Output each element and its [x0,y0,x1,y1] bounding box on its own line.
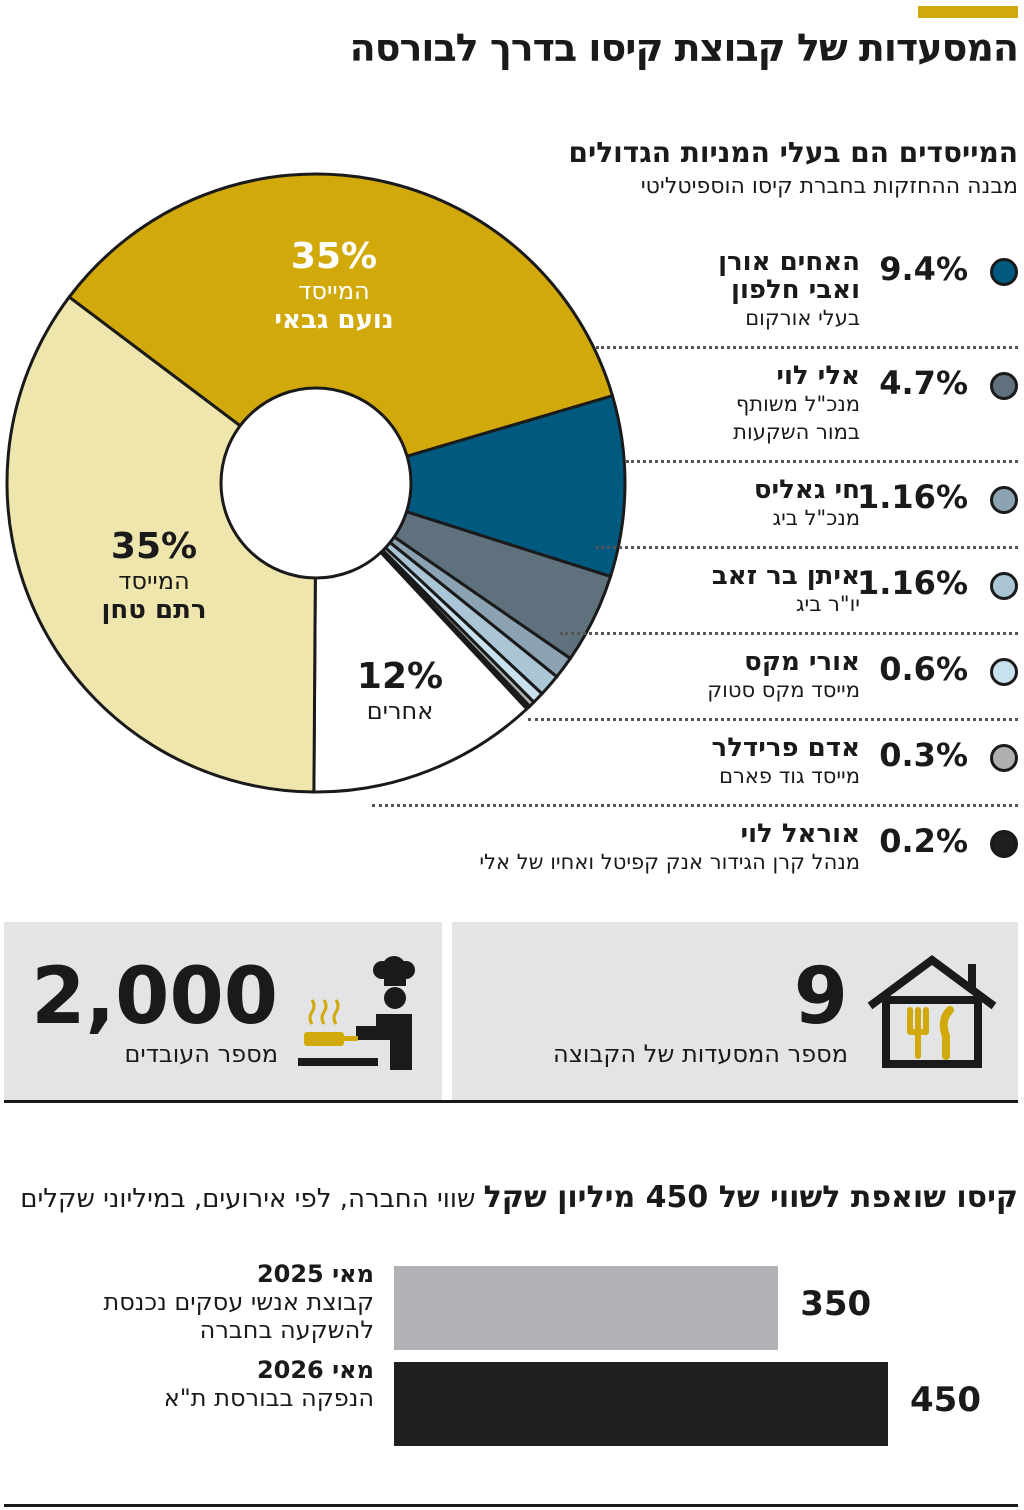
bar [394,1266,779,1350]
legend-item: 0.6% אורי מקס מייסד מקס סטוק [707,648,1018,734]
page-title: המסעדות של קבוצת קיסו בדרך לבורסה [349,26,1019,70]
legend-separator [560,632,1018,635]
legend-percent: 1.16% [856,478,968,516]
legend-role: מנכ"ל משותף במור השקעות [733,392,860,444]
legend-role: מנהל קרן הגידור אנק קפיטל ואחיו של אלי [479,850,860,874]
legend-item: 1.16% חי גאליס מנכ"ל ביג [754,476,1018,562]
legend-percent: 9.4% [879,250,968,288]
ownership-pie-chart [5,172,627,794]
ownership-subtitle: מבנה ההחזקות בחברת קיסו הוספיטליטי [640,174,1018,199]
pie-label-noam: 35% המייסד נועם גבאי [274,236,394,335]
bar-desc: הנפקה בבורסת ת"א [163,1384,374,1412]
bar-category: מאי 2026 הנפקה בבורסת ת"א [14,1356,374,1412]
legend-swatch-icon [990,572,1018,600]
legend-item: 9.4% האחים אורן ואבי חלפון בעלי אורקום [690,248,1018,334]
legend-role: יו"ר ביג [795,592,860,616]
legend-separator [372,804,1018,807]
accent-bar [918,6,1018,18]
legend-name: איתן בר זאב [711,561,860,591]
legend-percent: 1.16% [856,564,968,602]
legend-name: אלי לוי [776,361,860,391]
legend-separator [626,460,1018,463]
legend-name: אורי מקס [744,647,860,677]
bar-date: מאי 2025 [256,1260,374,1288]
valuation-title: קיסו שואפת לשווי של 450 מיליון שקל שווי … [20,1180,1018,1215]
pie-label-ratam: 35% המייסד רתם טחן [101,526,207,625]
pie-slice [310,393,627,579]
legend-name: אדם פרידלר [711,733,860,763]
employees-stat: 2,000 מספר העובדים [4,922,442,1100]
legend-separator [596,346,1018,349]
legend-separator [596,546,1018,549]
restaurants-stat: 9 מספר המסעדות של הקבוצה [452,922,1018,1100]
legend-swatch-icon [990,658,1018,686]
legend-name: חי גאליס [753,475,860,505]
legend-percent: 4.7% [879,364,968,402]
bar-value: 450 [910,1380,981,1420]
pie-slice [67,172,615,485]
divider [4,1100,1018,1103]
pie-slice [5,294,318,794]
legend-swatch-icon [990,744,1018,772]
legend-role: מנכ"ל ביג [772,506,860,530]
bar-desc: קבוצת אנשי עסקים נכנסת להשקעה בחברה [103,1288,374,1344]
bar-value: 350 [800,1284,872,1324]
legend-name: אוראל לוי [740,819,860,849]
legend-item: 1.16% איתן בר זאב יו"ר ביג [712,562,1018,648]
legend-separator [528,718,1018,721]
bar [394,1362,888,1446]
employees-count: 2,000 [31,952,278,1042]
legend-swatch-icon [990,372,1018,400]
restaurants-count: 9 [793,952,848,1042]
legend-percent: 0.3% [879,736,968,774]
legend-role: מייסד מקס סטוק [707,678,860,702]
restaurants-label: מספר המסעדות של הקבוצה [553,1040,848,1068]
legend-item: 4.7% אלי לוי מנכ"ל משותף במור השקעות [690,362,1018,448]
legend-swatch-icon [990,830,1018,858]
legend-percent: 0.6% [879,650,968,688]
donut-hole [219,386,413,580]
employees-label: מספר העובדים [124,1040,278,1068]
legend-name: האחים אורן ואבי חלפון [718,247,860,305]
legend-percent: 0.2% [879,822,968,860]
legend-swatch-icon [990,486,1018,514]
divider [4,1504,1018,1507]
bar-date: מאי 2026 [256,1356,374,1384]
chef-icon [298,956,415,1070]
legend-swatch-icon [990,258,1018,286]
legend-role: מייסד גוד פארם [719,764,860,788]
house-cutlery-icon [867,955,997,1068]
ownership-title: המייסדים הם בעלי המניות הגדולים [568,136,1018,169]
pie-label-others: 12% אחרים [356,656,444,725]
legend-item: 0.3% אדם פרידלר מייסד גוד פארם [712,734,1018,820]
legend-item: 0.2% אוראל לוי מנהל קרן הגידור אנק קפיטל… [479,820,1018,906]
legend-role: בעלי אורקום [745,306,860,330]
bar-category: מאי 2025 קבוצת אנשי עסקים נכנסת להשקעה בח… [14,1260,374,1344]
